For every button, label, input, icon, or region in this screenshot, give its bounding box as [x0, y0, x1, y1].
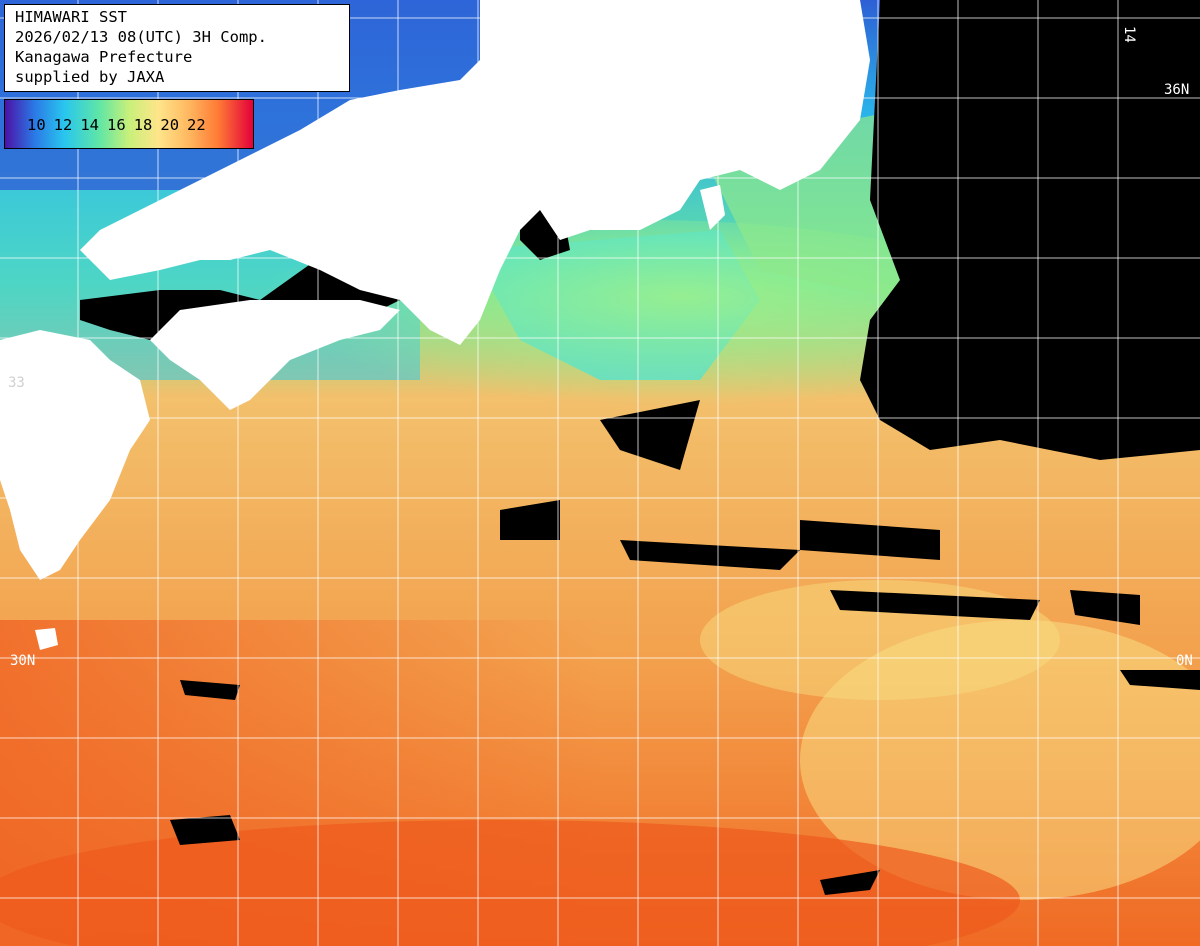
lat-label-30n-right: 0N	[1176, 653, 1193, 669]
land-honshu	[80, 0, 870, 345]
title-line-2: 2026/02/13 08(UTC) 3H Comp.	[15, 28, 267, 46]
scale-tick-12: 12	[53, 116, 73, 134]
cloud-band-7	[1120, 670, 1200, 690]
scale-tick-14: 14	[80, 116, 100, 134]
lon-label-136e: 136E	[481, 2, 497, 36]
scale-tick-10: 10	[27, 116, 46, 134]
scale-tick-20: 20	[160, 116, 180, 134]
cloud-spot-sw	[170, 815, 240, 845]
scale-tick-16: 16	[107, 116, 126, 134]
cloud-spot-s	[820, 870, 880, 895]
lon-label-right: 14	[1121, 26, 1137, 43]
cloud-band-4	[800, 520, 940, 560]
title-line-4: supplied by JAXA	[15, 68, 165, 86]
lat-label-36n: 36N	[1164, 82, 1190, 98]
lat-label-33: 33	[8, 375, 25, 391]
cloud-band-3	[620, 540, 800, 570]
cloud-band-2	[500, 500, 560, 540]
land-tanegashima	[35, 628, 58, 650]
land-izu	[700, 185, 725, 230]
cloud-band-6	[1070, 590, 1140, 625]
scale-tick-22: 22	[187, 116, 206, 134]
lat-label-30n: 30N	[10, 653, 36, 669]
land-kyushu	[0, 330, 150, 580]
scale-tick-labels: 10 12 14 16 18 20 22	[27, 116, 206, 134]
scale-tick-18: 18	[133, 116, 153, 134]
cloud-band-5	[830, 590, 1040, 620]
title-line-1: HIMAWARI SST	[15, 8, 127, 26]
title-line-3: Kanagawa Prefecture	[15, 48, 193, 66]
cloud-spot-sw2	[180, 680, 240, 700]
land-shikoku	[150, 300, 400, 410]
temperature-scale: 10 12 14 16 18 20 22	[4, 99, 254, 149]
land-boso	[780, 130, 830, 170]
hot-water-bottom	[0, 820, 1020, 946]
title-box: HIMAWARI SST 2026/02/13 08(UTC) 3H Comp.…	[4, 4, 350, 92]
cloud-mask-northeast	[860, 0, 1200, 460]
